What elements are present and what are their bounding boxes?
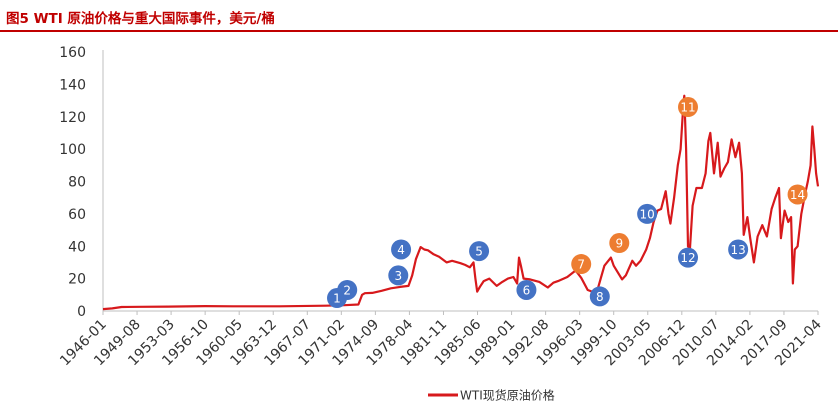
- event-marker-label: 11: [680, 101, 695, 115]
- event-marker-label: 8: [596, 290, 604, 304]
- event-marker-circle: [571, 254, 592, 275]
- event-marker-label: 2: [343, 283, 351, 297]
- event-marker-11: 11: [678, 97, 698, 118]
- event-marker-circle: [589, 286, 610, 307]
- legend: WTI现货原油价格: [428, 388, 555, 403]
- event-marker-label: 10: [640, 207, 655, 221]
- event-marker-circle: [728, 239, 749, 260]
- event-marker-label: 4: [397, 243, 405, 257]
- y-tick-label: 120: [59, 110, 86, 126]
- event-marker-2: 2: [337, 279, 358, 300]
- y-tick-label: 40: [68, 239, 86, 255]
- event-marker-circle: [678, 97, 698, 118]
- event-marker-label: 13: [731, 243, 746, 257]
- event-marker-label: 7: [577, 258, 585, 272]
- event-marker-label: 14: [790, 188, 805, 202]
- event-marker-circle: [469, 241, 490, 262]
- event-marker-5: 5: [469, 241, 490, 262]
- event-marker-label: 12: [680, 251, 695, 265]
- event-marker-6: 6: [516, 279, 537, 300]
- title-divider: [0, 30, 838, 32]
- x-axis-ticks: 1946-011949-081953-031956-101960-051963-…: [57, 311, 825, 369]
- y-tick-label: 80: [68, 175, 86, 191]
- y-tick-label: 140: [59, 77, 86, 93]
- event-marker-9: 9: [609, 233, 630, 254]
- y-tick-label: 60: [68, 207, 86, 223]
- event-marker-4: 4: [391, 239, 412, 260]
- event-marker-circle: [391, 239, 412, 260]
- y-tick-label: 160: [59, 45, 86, 61]
- event-marker-label: 1: [333, 292, 341, 306]
- y-tick-label: 100: [59, 142, 86, 158]
- event-marker-label: 9: [615, 237, 623, 251]
- event-marker-circle: [609, 233, 630, 254]
- y-tick-label: 0: [77, 304, 86, 320]
- event-marker-12: 12: [678, 247, 698, 268]
- event-marker-circle: [787, 184, 808, 205]
- series-line-wti: [102, 94, 820, 311]
- legend-label: WTI现货原油价格: [460, 388, 555, 403]
- event-marker-13: 13: [728, 239, 749, 260]
- event-marker-10: 10: [637, 203, 658, 224]
- event-marker-8: 8: [589, 286, 610, 307]
- event-marker-7: 7: [571, 254, 592, 275]
- event-marker-circle: [337, 279, 358, 300]
- event-marker-3: 3: [388, 265, 409, 286]
- event-marker-circle: [637, 203, 658, 224]
- y-tick-label: 20: [68, 272, 86, 288]
- event-marker-label: 3: [394, 269, 402, 283]
- event-marker-circle: [388, 265, 409, 286]
- event-marker-14: 14: [787, 184, 808, 205]
- series-lines: [102, 94, 820, 311]
- event-marker-circle: [516, 279, 537, 300]
- event-marker-circle: [678, 247, 698, 268]
- page-title: 图5 WTI 原油价格与重大国际事件，美元/桶: [6, 11, 275, 27]
- y-axis-ticks: 0 20 40 60 80 100 120 140 160: [59, 45, 86, 320]
- event-marker-label: 5: [475, 245, 483, 259]
- chart-axes: [102, 50, 818, 312]
- event-marker-label: 6: [523, 283, 531, 297]
